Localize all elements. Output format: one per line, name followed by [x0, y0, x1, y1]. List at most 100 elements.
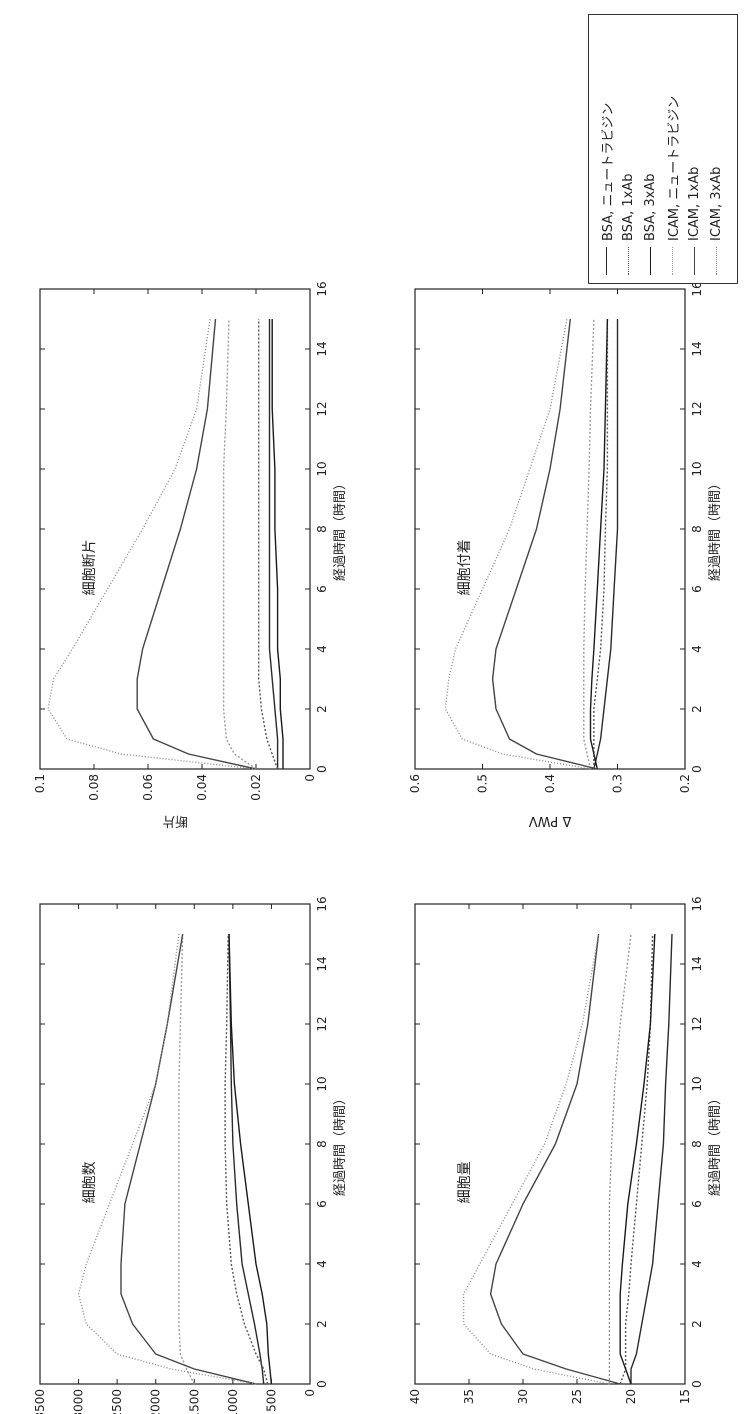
y-tick-label: 0	[303, 774, 317, 782]
x-tick-label: 8	[690, 1140, 704, 1148]
legend-label: BSA, 1xAb	[621, 174, 636, 241]
x-axis-label: 経過時間（時間）	[333, 1092, 348, 1196]
plot-frame	[415, 289, 685, 769]
legend-item: ICAM, 3xAb	[705, 23, 727, 275]
x-tick-label: 16	[690, 896, 704, 911]
legend-item: ICAM, ニュートラビジン	[661, 23, 683, 275]
y-tick-label: 0.02	[249, 774, 263, 801]
series-line	[229, 934, 264, 1384]
series-line	[48, 319, 256, 769]
x-tick-label: 2	[690, 1320, 704, 1328]
series-line	[620, 934, 652, 1384]
y-tick-label: 35	[462, 1389, 476, 1404]
legend-label: BSA, ニュートラビジン	[597, 103, 616, 241]
legend: BSA, ニュートラビジン BSA, 1xAb BSA, 3xAb ICAM, …	[588, 14, 738, 284]
y-axis-label: 断片	[162, 813, 188, 828]
y-tick-label: 30	[516, 1389, 530, 1404]
chart-bottom-right: 02468101214160.20.30.40.50.6経過時間（時間）Δ PW…	[408, 281, 723, 828]
y-tick-label: 0.04	[195, 774, 209, 801]
series-line	[584, 319, 594, 769]
legend-swatch-icam-neutravidin	[672, 247, 673, 275]
legend-swatch-bsa-3xab	[650, 247, 651, 275]
legend-item: BSA, 1xAb	[617, 23, 639, 275]
x-axis-label: 経過時間（時間）	[333, 477, 348, 581]
x-tick-label: 0	[690, 1380, 704, 1388]
legend-item: BSA, ニュートラビジン	[595, 23, 617, 275]
y-tick-label: 0.06	[141, 774, 155, 801]
y-tick-label: 3500	[33, 1389, 47, 1414]
x-tick-label: 4	[690, 645, 704, 653]
legend-item: ICAM, 1xAb	[683, 23, 705, 275]
x-tick-label: 0	[690, 765, 704, 773]
series-line	[493, 319, 598, 769]
x-tick-label: 14	[690, 341, 704, 356]
x-tick-label: 6	[315, 1200, 329, 1208]
y-tick-label: 20	[624, 1389, 638, 1404]
x-tick-label: 0	[315, 1380, 329, 1388]
x-tick-label: 6	[690, 1200, 704, 1208]
y-tick-label: 0.08	[87, 774, 101, 801]
series-line	[464, 934, 610, 1384]
x-tick-label: 4	[315, 645, 329, 653]
series-line	[491, 934, 621, 1384]
legend-swatch-icam-3xab	[716, 247, 717, 275]
x-tick-label: 12	[315, 401, 329, 416]
x-axis-label: 経過時間（時間）	[708, 477, 723, 581]
chart-top-right: 0246810121416152025303540経過時間（時間）ピクセル²細胞…	[408, 896, 723, 1414]
x-tick-label: 12	[315, 1016, 329, 1031]
x-tick-label: 4	[690, 1260, 704, 1268]
y-tick-label: 0.5	[476, 774, 490, 793]
x-tick-label: 8	[315, 1140, 329, 1148]
x-tick-label: 12	[690, 401, 704, 416]
y-tick-label: 0	[303, 1389, 317, 1397]
series-line	[225, 934, 268, 1384]
x-tick-label: 10	[690, 1076, 704, 1091]
legend-label: ICAM, 3xAb	[709, 167, 724, 241]
x-tick-label: 10	[690, 461, 704, 476]
series-line	[79, 934, 256, 1384]
series-line	[229, 934, 271, 1384]
y-tick-label: 2000	[149, 1389, 163, 1414]
x-tick-label: 8	[315, 525, 329, 533]
x-tick-label: 4	[315, 1260, 329, 1268]
x-tick-label: 6	[315, 585, 329, 593]
series-line	[620, 934, 655, 1384]
y-tick-label: 500	[264, 1389, 278, 1412]
x-tick-label: 0	[315, 765, 329, 773]
y-axis-label: Δ PWV	[529, 813, 572, 828]
plot-annotation: 細胞付着	[457, 539, 473, 595]
chart-top-left: 0246810121416050010001500200025003000350…	[33, 896, 348, 1414]
x-tick-label: 16	[315, 281, 329, 296]
x-tick-label: 2	[315, 705, 329, 713]
y-tick-label: 1500	[187, 1389, 201, 1414]
series-line	[137, 319, 256, 769]
legend-item: BSA, 3xAb	[639, 23, 661, 275]
plot-annotation: 細胞量	[457, 1161, 473, 1203]
x-tick-label: 10	[315, 1076, 329, 1091]
y-tick-label: 1000	[226, 1389, 240, 1414]
y-tick-label: 3000	[72, 1389, 86, 1414]
y-tick-label: 2500	[110, 1389, 124, 1414]
x-tick-label: 12	[690, 1016, 704, 1031]
legend-label: ICAM, ニュートラビジン	[663, 96, 682, 241]
legend-label: BSA, 3xAb	[643, 174, 658, 241]
y-tick-label: 0.1	[33, 774, 47, 793]
x-tick-label: 14	[315, 956, 329, 971]
y-tick-label: 25	[570, 1389, 584, 1404]
y-tick-label: 0.2	[678, 774, 692, 793]
x-tick-label: 6	[690, 585, 704, 593]
x-tick-label: 14	[690, 956, 704, 971]
plot-annotation: 細胞数	[82, 1161, 98, 1203]
y-tick-label: 40	[408, 1389, 422, 1404]
series-line	[224, 319, 256, 769]
legend-label: ICAM, 1xAb	[687, 167, 702, 241]
series-line	[179, 934, 194, 1384]
x-tick-label: 16	[315, 896, 329, 911]
legend-swatch-bsa-neutravidin	[606, 247, 607, 275]
chart-bottom-left: 024681012141600.020.040.060.080.1経過時間（時間…	[33, 281, 348, 828]
y-tick-label: 0.6	[408, 774, 422, 793]
legend-swatch-bsa-1xab	[628, 247, 629, 275]
x-axis-label: 経過時間（時間）	[708, 1092, 723, 1196]
